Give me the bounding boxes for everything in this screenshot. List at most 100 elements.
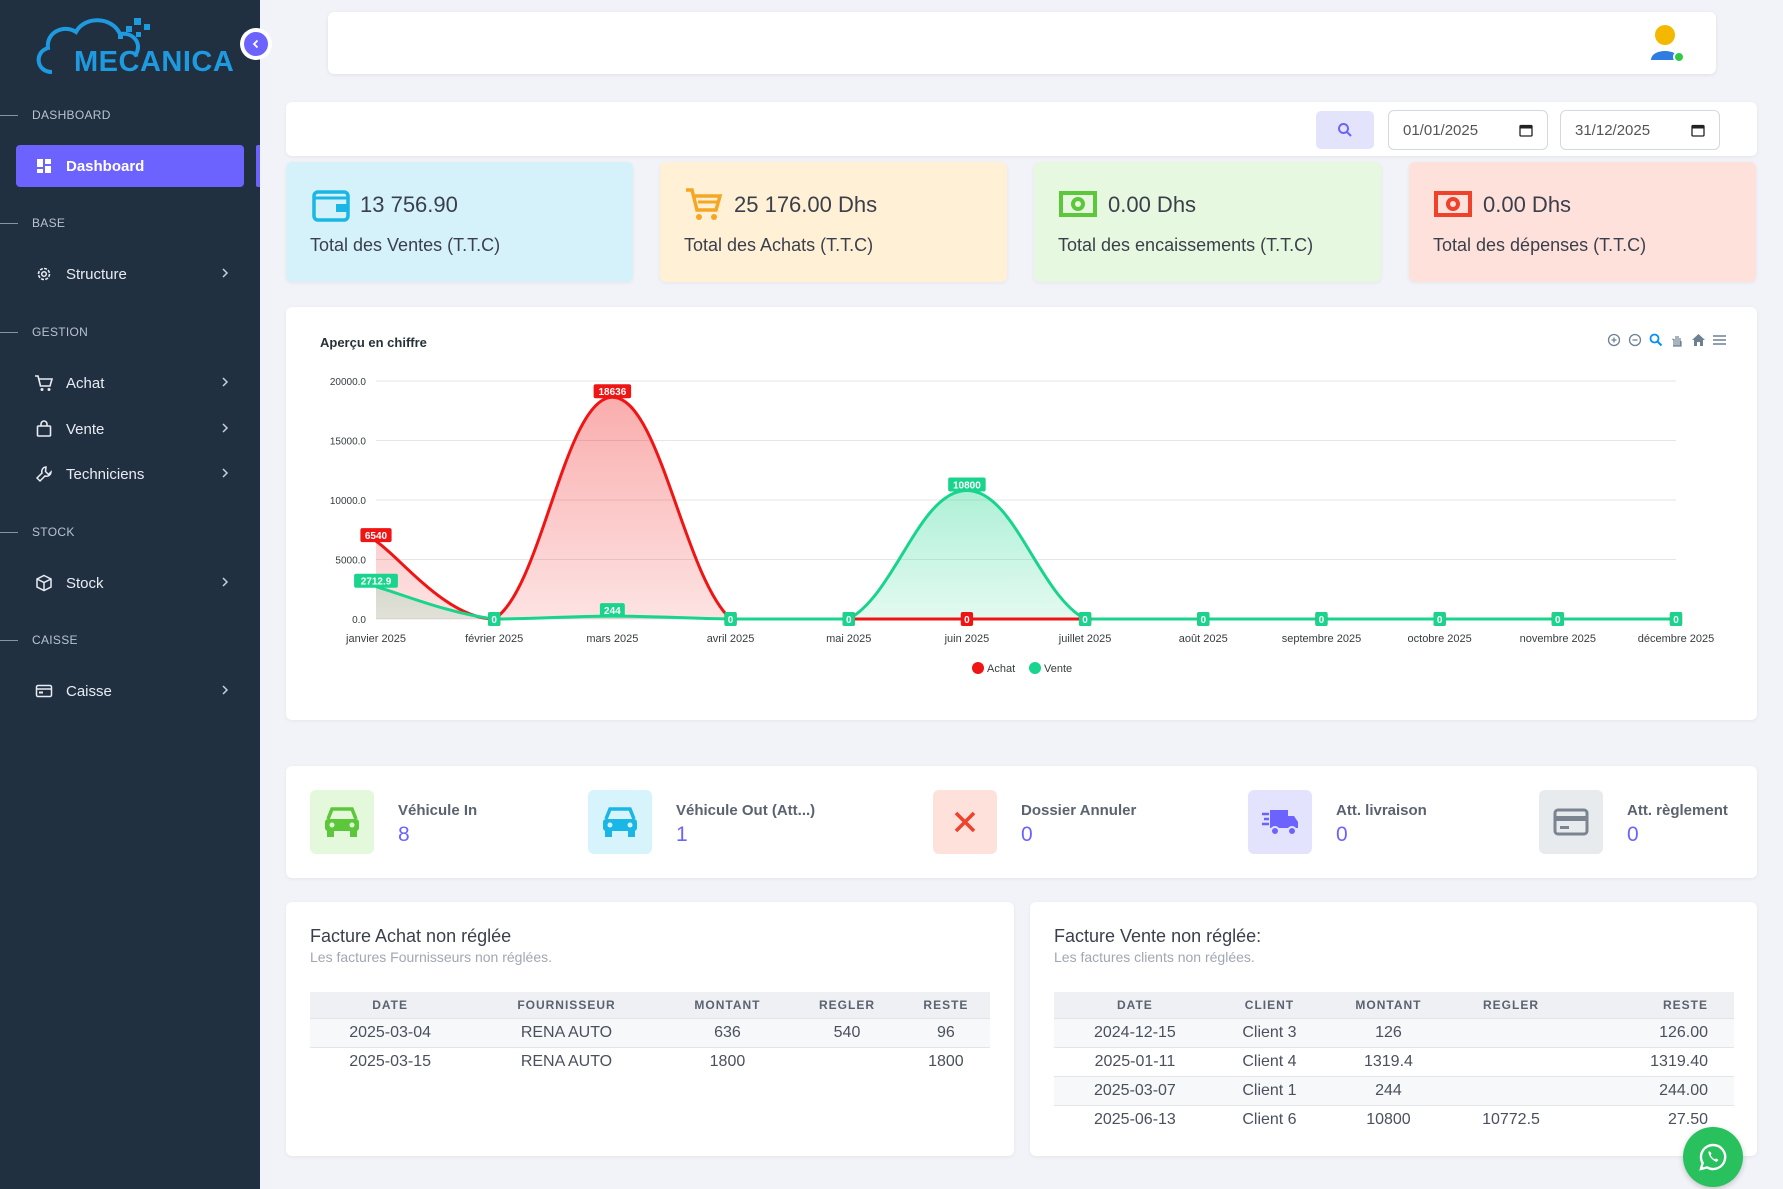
credit-card-icon	[1539, 790, 1603, 854]
status-att-livraison[interactable]: Att. livraison 0	[1248, 790, 1427, 854]
sidebar-item-stock[interactable]: Stock	[16, 562, 244, 604]
stat-value: 25 176.00 Dhs	[734, 192, 878, 217]
x-tick-label: avril 2025	[707, 633, 755, 645]
data-label: 0	[1200, 615, 1206, 626]
y-tick-label: 20000.0	[330, 377, 367, 388]
stat-label: Total des Achats (T.T.C)	[684, 235, 874, 255]
home-icon[interactable]	[1690, 332, 1706, 348]
data-label: 0	[1555, 615, 1561, 626]
status-vehicule-out[interactable]: Véhicule Out (Att...) 1	[588, 790, 815, 854]
status-value: 0	[1021, 823, 1033, 846]
sidebar-item-techniciens[interactable]: Techniciens	[16, 453, 244, 495]
x-tick-label: mai 2025	[826, 633, 871, 645]
column-header: MONTANT	[1323, 992, 1454, 1018]
data-label-bg	[1315, 612, 1328, 626]
data-label: 0	[491, 615, 497, 626]
table-row[interactable]: 2025-06-13 Client 6 10800 10772.5 27.50	[1054, 1104, 1734, 1134]
status-label: Att. règlement	[1627, 802, 1728, 819]
zoom-in-icon[interactable]	[1606, 332, 1622, 348]
sidebar-item-caisse[interactable]: Caisse	[16, 670, 244, 712]
status-summary-card: Véhicule In 8 Véhicule Out (Att...) 1 Doss…	[286, 766, 1757, 878]
close-icon	[933, 790, 997, 854]
table-row[interactable]: 2024-12-15 Client 3 126 126.00	[1054, 1017, 1734, 1047]
sidebar-item-achat[interactable]: Achat	[16, 362, 244, 404]
date-from-input[interactable]: 01/01/2025	[1388, 110, 1548, 150]
cloud-logo-icon	[36, 18, 150, 74]
zoom-out-icon[interactable]	[1627, 332, 1643, 348]
date-to-input[interactable]: 31/12/2025	[1560, 110, 1720, 150]
search-button[interactable]	[1316, 111, 1374, 149]
vente-unpaid-card: Facture Vente non réglée: Les factures c…	[1030, 902, 1757, 1156]
magnifier-icon[interactable]	[1648, 332, 1664, 348]
sidebar-item-label: Structure	[66, 265, 127, 283]
data-label-bg	[593, 384, 632, 399]
chart-card: 20000.0 15000.0 10000.0 5000.0 0.0 janvier 20…	[286, 307, 1757, 720]
column-header: MONTANT	[662, 992, 793, 1018]
money-icon	[1059, 191, 1097, 217]
sidebar-item-label: Dashboard	[66, 157, 145, 175]
cash-register-icon	[34, 681, 54, 701]
legend-label: Achat	[987, 663, 1015, 675]
data-label-bg	[360, 528, 392, 543]
section-dashboard: DASHBOARD	[0, 108, 111, 122]
status-att-reglement[interactable]: Att. règlement 0	[1539, 790, 1728, 854]
sidebar: MECANICA DASHBOARD Dashboard BASE Struct…	[0, 0, 272, 1189]
sidebar-collapse-button[interactable]	[240, 28, 272, 60]
calendar-icon[interactable]	[1519, 123, 1533, 137]
data-label-bg	[1433, 612, 1446, 626]
car-icon	[588, 790, 652, 854]
x-tick-label: janvier 2025	[345, 633, 406, 645]
status-value: 0	[1336, 823, 1348, 846]
x-tick-label: décembre 2025	[1638, 633, 1714, 645]
bag-icon	[34, 419, 54, 439]
data-label: 0	[1082, 615, 1088, 626]
pan-hand-icon[interactable]	[1669, 332, 1685, 348]
active-indicator	[256, 145, 260, 187]
calendar-icon[interactable]	[1691, 123, 1705, 137]
x-tick-label: septembre 2025	[1282, 633, 1362, 645]
user-avatar[interactable]	[1648, 24, 1686, 64]
achat-table-title: Facture Achat non réglée	[310, 926, 512, 946]
data-label-bg	[724, 612, 737, 626]
top-navbar	[328, 12, 1716, 74]
status-label: Dossier Annuler	[1021, 802, 1137, 819]
sidebar-item-label: Achat	[66, 374, 105, 392]
brand-name: MECANICA	[74, 46, 235, 78]
status-dossier-annuler[interactable]: Dossier Annuler 0	[933, 790, 1136, 854]
table-row[interactable]: 2025-01-11 Client 4 1319.4 1319.40	[1054, 1046, 1734, 1076]
legend-label: Vente	[1044, 663, 1072, 675]
data-label: 18636	[598, 387, 626, 398]
achat-table-subtitle: Les factures Fournisseurs non réglées.	[310, 949, 553, 965]
wallet-icon	[312, 190, 350, 222]
user-icon	[1651, 25, 1685, 63]
area-chart: 20000.0 15000.0 10000.0 5000.0 0.0 janvier 20…	[330, 377, 1714, 675]
data-label: 0	[728, 615, 734, 626]
stat-value: 13 756.90	[360, 192, 458, 217]
x-tick-label: juillet 2025	[1058, 633, 1112, 645]
stat-label: Total des encaissements (T.T.C)	[1058, 235, 1314, 255]
money-icon	[1434, 191, 1472, 217]
sidebar-item-dashboard[interactable]: Dashboard	[16, 145, 244, 187]
sidebar-item-vente[interactable]: Vente	[16, 408, 244, 450]
sidebar-item-label: Techniciens	[66, 465, 145, 483]
data-label-bg	[1551, 612, 1564, 626]
cart-icon	[34, 373, 54, 393]
stat-card-encaissements: 0.00 Dhs Total des encaissements (T.T.C)	[1034, 162, 1381, 282]
data-label-bg	[488, 612, 501, 626]
data-label: 6540	[365, 531, 388, 542]
gear-icon	[34, 264, 54, 284]
table-row[interactable]: 2025-03-04 RENA AUTO 636 540 96	[310, 1017, 990, 1047]
box-icon	[34, 573, 54, 593]
table-row[interactable]: 2025-03-15 RENA AUTO 1800 1800	[310, 1046, 990, 1076]
column-header: DATE	[310, 992, 471, 1018]
menu-icon[interactable]	[1711, 332, 1727, 348]
vente-table-subtitle: Les factures clients non réglées.	[1054, 949, 1255, 965]
achat-unpaid-card: Facture Achat non réglée Les factures Fo…	[286, 902, 1014, 1156]
column-header: FOURNISSEUR	[470, 992, 663, 1018]
table-row[interactable]: 2025-03-07 Client 1 244 244.00	[1054, 1075, 1734, 1105]
y-tick-label: 0.0	[352, 615, 366, 626]
status-vehicule-in[interactable]: Véhicule In 8	[310, 790, 477, 854]
achat-table: DATE FOURNISSEUR MONTANT REGLER RESTE 20…	[310, 992, 990, 1076]
whatsapp-button[interactable]	[1683, 1127, 1743, 1187]
sidebar-item-structure[interactable]: Structure	[16, 253, 244, 295]
